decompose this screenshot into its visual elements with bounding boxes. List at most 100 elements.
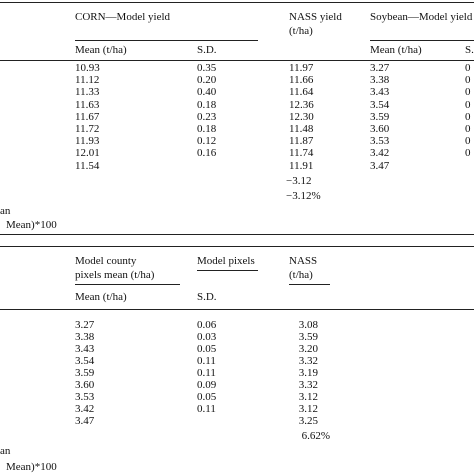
cell: 0 xyxy=(465,110,471,123)
cell: 3.47 xyxy=(370,159,390,172)
cell: 0.40 xyxy=(197,86,217,99)
cell: 11.91 xyxy=(289,159,314,172)
group-header: CORN—Model yield xyxy=(75,11,171,23)
cell: 11.48 xyxy=(289,123,314,135)
cell: 0.11 xyxy=(197,355,216,367)
cell: 3.08 xyxy=(298,319,318,331)
rule xyxy=(0,309,474,310)
row-label: an xyxy=(0,205,11,217)
cell: 6.62% xyxy=(301,430,330,442)
cell: 0.06 xyxy=(197,319,217,331)
cell: 0.16 xyxy=(197,147,217,160)
cell: 11.74 xyxy=(289,147,314,160)
cell: 3.43 xyxy=(370,86,390,99)
sub-header: S.D. xyxy=(465,44,474,56)
cell: 11.54 xyxy=(75,159,100,172)
group-header: Soybean—Model yield xyxy=(370,11,473,23)
cell: 3.12 xyxy=(298,403,318,415)
cell: 0.05 xyxy=(197,343,217,355)
cell: 3.47 xyxy=(75,415,95,427)
cell: 3.27 xyxy=(370,62,390,74)
cell: 3.54 xyxy=(370,98,390,111)
row-label: Mean)*100 xyxy=(6,219,57,231)
cell: 0.18 xyxy=(197,98,217,111)
sub-header: Mean (t/ha) xyxy=(75,44,127,56)
cell: 3.12 xyxy=(298,391,318,403)
cell: −3.12 xyxy=(286,175,312,187)
cell: 3.54 xyxy=(75,355,95,367)
cell: 0.11 xyxy=(197,367,216,379)
cell: 3.32 xyxy=(298,355,318,367)
cell: 0.20 xyxy=(197,74,217,87)
rule xyxy=(0,234,474,235)
column-header: Model county xyxy=(75,255,137,267)
rule xyxy=(75,40,258,41)
cell: 3.20 xyxy=(298,343,318,355)
cell: 0.18 xyxy=(197,123,217,135)
cell: 11.66 xyxy=(289,74,314,87)
cell: 0.35 xyxy=(197,62,217,74)
cell: 0.12 xyxy=(197,135,217,148)
cell: 0 xyxy=(465,135,471,148)
cell: 0 xyxy=(465,98,471,111)
cell: 3.59 xyxy=(298,331,318,343)
cell: 3.53 xyxy=(370,135,390,148)
cell: 11.64 xyxy=(289,86,314,99)
column-header: pixels mean (t/ha) xyxy=(75,269,155,281)
rule xyxy=(0,246,474,247)
cell: 11.63 xyxy=(75,98,100,111)
sub-header: S.D. xyxy=(197,44,217,56)
rule xyxy=(75,284,180,285)
cell: 3.32 xyxy=(298,379,318,391)
cell: 0.05 xyxy=(197,391,217,403)
cell: 3.42 xyxy=(370,147,390,160)
row-label: Mean)*100 xyxy=(6,461,57,473)
cell: 11.67 xyxy=(75,110,100,123)
rule xyxy=(0,60,474,61)
cell: 0 xyxy=(465,74,471,87)
cell: 3.60 xyxy=(75,379,95,391)
cell: 0.03 xyxy=(197,331,217,343)
cell: 10.93 xyxy=(75,62,100,74)
cell: 0.11 xyxy=(197,403,216,415)
cell: 11.33 xyxy=(75,86,100,99)
cell: 11.72 xyxy=(75,123,100,135)
cell: 3.19 xyxy=(298,367,318,379)
cell: 12.36 xyxy=(289,98,314,111)
cell: 3.59 xyxy=(370,110,390,123)
cell: 12.30 xyxy=(289,110,314,123)
column-header: NASS xyxy=(289,255,318,267)
cell: 3.27 xyxy=(75,319,95,331)
column-header: (t/ha) xyxy=(289,25,313,37)
cell: 11.97 xyxy=(289,62,314,74)
cell: −3.12% xyxy=(286,190,321,202)
cell: 12.01 xyxy=(75,147,100,160)
cell: 11.12 xyxy=(75,74,100,87)
cell: 0 xyxy=(465,147,471,160)
sub-header: S.D. xyxy=(197,291,217,303)
row-label: an xyxy=(0,445,11,457)
sub-header: Mean (t/ha) xyxy=(370,44,422,56)
cell: 3.53 xyxy=(75,391,95,403)
cell: 3.43 xyxy=(75,343,95,355)
cell: 11.87 xyxy=(289,135,314,148)
cell: 3.42 xyxy=(75,403,95,415)
cell: 0.23 xyxy=(197,110,217,123)
cell: 0 xyxy=(465,86,471,99)
cell: 0.09 xyxy=(197,379,217,391)
cell: 0 xyxy=(465,62,471,74)
column-header: NASS yield xyxy=(289,11,342,23)
rule xyxy=(370,40,474,41)
rule xyxy=(197,270,258,271)
rule xyxy=(289,284,330,285)
cell: 3.60 xyxy=(370,123,390,135)
sub-header: Mean (t/ha) xyxy=(75,291,127,303)
cell: 3.59 xyxy=(75,367,95,379)
cell: 11.93 xyxy=(75,135,100,148)
rule xyxy=(0,2,474,3)
column-header: Model pixels xyxy=(197,255,255,267)
column-header: (t/ha) xyxy=(289,269,313,281)
cell: 3.38 xyxy=(370,74,390,87)
cell: 3.25 xyxy=(298,415,318,427)
